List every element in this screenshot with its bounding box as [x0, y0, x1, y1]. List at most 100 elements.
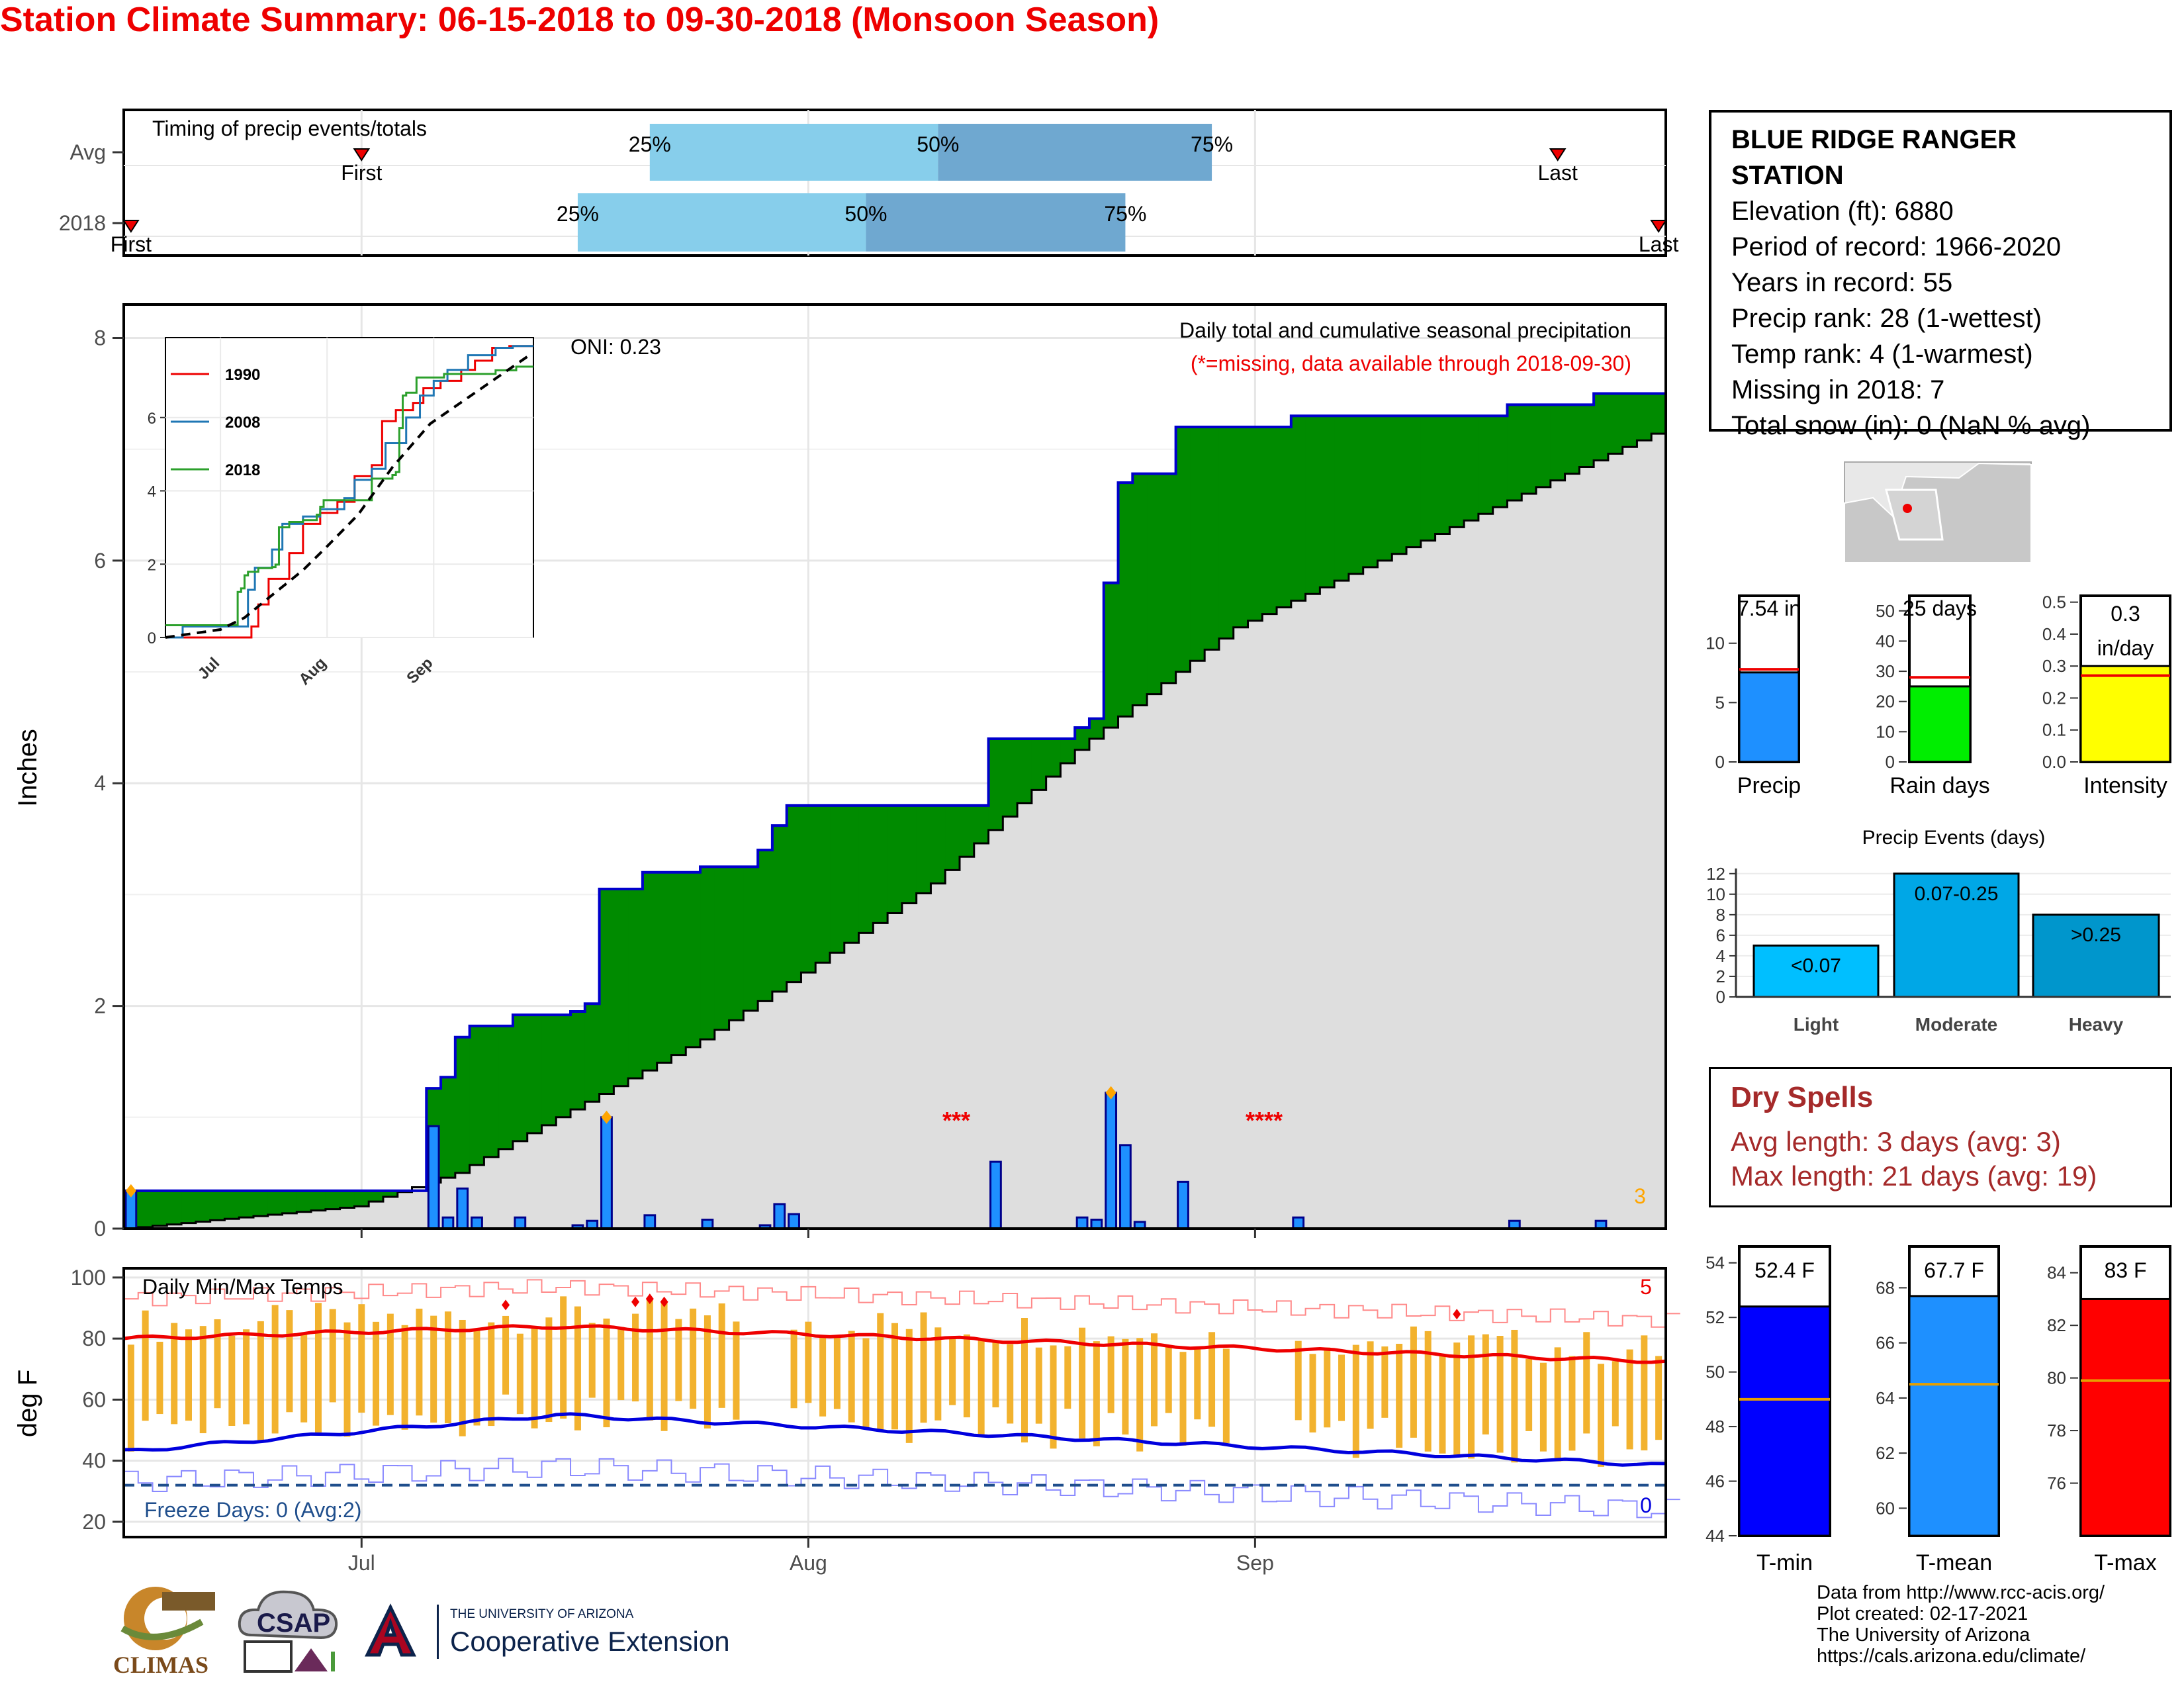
temp-record-high-line: [124, 1279, 1680, 1328]
temp-daily-range-bar: [1482, 1334, 1489, 1434]
inset-ytick-label: 2: [148, 556, 156, 574]
temp-daily-range-bar: [833, 1337, 841, 1409]
temp-daily-range-bar: [185, 1329, 192, 1421]
precip-anomaly-fill: [1406, 416, 1422, 547]
temp-daily-range-bar: [228, 1335, 236, 1426]
precip-ytick-label: 6: [94, 549, 106, 573]
temp-summary-label: T-mean: [1916, 1550, 1992, 1575]
timing-last-label: Last: [1639, 232, 1679, 256]
temp-summary-ytick-label: 66: [1876, 1333, 1895, 1353]
climas-logo-text: CLIMAS: [113, 1652, 209, 1678]
precip-anomaly-fill: [267, 1190, 283, 1215]
temp-daily-range-bar: [790, 1329, 797, 1409]
precip-anomaly-fill: [195, 1190, 211, 1222]
events-ytick-label: 2: [1716, 966, 1725, 986]
temp-daily-range-bar: [430, 1315, 437, 1423]
temp-daily-range-bar: [1626, 1349, 1633, 1450]
precip-anomaly-fill: [1507, 404, 1522, 501]
precip-anomaly-fill: [974, 805, 989, 844]
temp-summary-ytick-label: 82: [2047, 1315, 2066, 1335]
precip-anomaly-fill: [1248, 427, 1263, 621]
precip-anomaly-fill: [786, 805, 801, 982]
timing-bar-50-75: [938, 124, 1212, 181]
summary-bar-value: 0.3: [2111, 602, 2140, 626]
page-title: Station Climate Summary: 06-15-2018 to 0…: [0, 1, 1160, 39]
temp-daily-range-bar: [1222, 1348, 1230, 1444]
precip-anomaly-fill: [1205, 427, 1220, 650]
precip-anomaly-fill: [1060, 738, 1075, 763]
temp-daily-range-bar: [560, 1296, 567, 1419]
timing-bar-25-50: [649, 124, 938, 181]
temp-daily-range-bar: [905, 1329, 913, 1443]
summary-bar-value: in/day: [2097, 636, 2154, 660]
precip-anomaly-fill: [988, 738, 1003, 830]
ua-logo: THE UNIVERSITY OF ARIZONA Cooperative Ex…: [361, 1602, 745, 1668]
precip-anomaly-fill: [512, 1015, 528, 1141]
timing-row-label: 2018: [59, 211, 106, 235]
footer-data-source: Data from http://www.rcc-acis.org/: [1817, 1582, 2105, 1603]
temp-daily-range-bar: [660, 1301, 668, 1431]
precip-anomaly-fill: [614, 889, 629, 1086]
temp-daily-range-bar: [1583, 1332, 1590, 1434]
precip-anomaly-fill: [1565, 404, 1580, 474]
precip-anomaly-fill: [1118, 483, 1133, 717]
precip-anomaly-fill: [1089, 718, 1105, 739]
temp-daily-range-bar: [214, 1319, 221, 1409]
precip-anomaly-fill: [901, 805, 917, 904]
precip-anomaly-fill: [1348, 416, 1364, 575]
precip-anomaly-fill: [700, 867, 715, 1040]
temp-daily-range-bar: [531, 1327, 538, 1429]
precip-anomaly-fill: [224, 1190, 240, 1219]
events-title: Precip Events (days): [1862, 827, 2046, 849]
temp-daily-range-bar: [416, 1308, 423, 1416]
summary-bar-ytick-label: 0.3: [2042, 656, 2066, 676]
precip-max-marker: [601, 1110, 612, 1124]
precip-anomaly-fill: [1320, 416, 1335, 588]
temp-daily-range-bar: [646, 1299, 653, 1421]
precip-panel-frame: [122, 303, 1667, 1230]
events-bar-moderate: [1893, 872, 2020, 998]
location-map-arizona: [1885, 489, 1944, 541]
station-snow: Total snow (in): 0 (NaN % avg): [1731, 411, 2091, 440]
temp-daily-range-bar: [387, 1313, 394, 1415]
temp-daily-range-bar: [545, 1317, 553, 1423]
events-bar-value: >0.25: [2071, 924, 2121, 946]
inset-ytick-label: 6: [148, 410, 156, 428]
temp-daily-range-bar: [588, 1323, 596, 1398]
precip-anomaly-fill: [1449, 416, 1465, 528]
precip-anomaly-fill: [296, 1190, 312, 1212]
events-bar-value: 0.07-0.25: [1915, 883, 1999, 905]
precip-anomaly-fill: [801, 805, 816, 973]
temp-summary-bar-t-min: [1738, 1305, 1831, 1537]
inset-ytick-label: 0: [148, 630, 156, 647]
precip-anomaly-fill: [858, 805, 874, 933]
summary-bar-precip: [1738, 671, 1800, 763]
temp-daily-range-bar: [300, 1333, 308, 1423]
temp-daily-range-bar: [1424, 1331, 1432, 1452]
precip-daily-bar: [773, 1203, 786, 1230]
timing-first-marker: [353, 148, 371, 162]
temp-daily-range-bar: [1035, 1347, 1042, 1424]
temp-daily-range-bar: [978, 1340, 985, 1434]
temp-ytick-label: 100: [71, 1266, 106, 1289]
summary-bar-ytick-label: 20: [1876, 692, 1895, 712]
precip-anomaly-fill: [642, 872, 658, 1071]
inset-frame: [165, 337, 534, 638]
precip-anomaly-fill: [945, 805, 960, 870]
temp-daily-range-bar: [358, 1304, 365, 1413]
timing-p50-label: 50%: [844, 202, 887, 226]
temp-daily-range-bar: [1367, 1341, 1374, 1429]
precip-missing-note: (*=missing, data available through 2018-…: [1191, 352, 1631, 375]
precip-anomaly-fill: [167, 1190, 182, 1225]
precip-anomaly-fill: [599, 889, 614, 1094]
timing-p75-label: 75%: [1191, 132, 1233, 156]
summary-bar-value: 25 days: [1903, 596, 1977, 620]
temp-daily-range-bar: [1598, 1364, 1605, 1467]
temp-daily-range-bar: [675, 1319, 682, 1401]
precip-anomaly-fill: [1233, 427, 1249, 628]
temp-daily-range-bar: [1396, 1343, 1403, 1448]
summary-bar-ytick-label: 0.4: [2042, 624, 2066, 644]
temp-daily-range-bar: [271, 1305, 279, 1434]
summary-bar-intensity: [2079, 665, 2171, 763]
